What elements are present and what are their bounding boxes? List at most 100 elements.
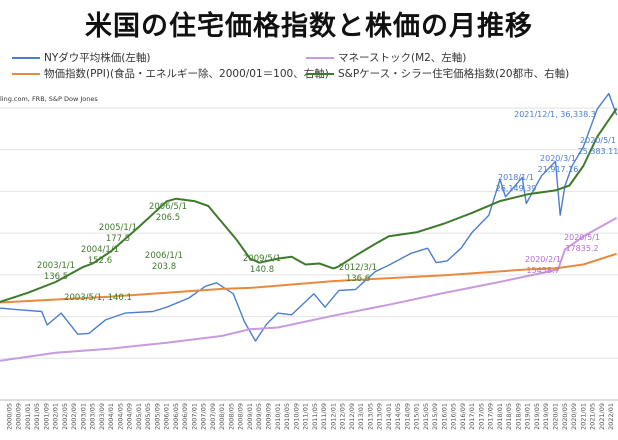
data-label: 2020/2/1 — [525, 255, 561, 264]
x-tick-label: 2001/01 — [24, 403, 32, 430]
legend-item-ppi: 物価指数(PPI)(食品・エネルギー除、2000/01＝100、右軸) — [12, 66, 329, 81]
x-tick-label: 2008/05 — [227, 403, 235, 430]
x-tick-label: 2014/09 — [403, 403, 411, 430]
data-label: 2020/3/1 — [540, 154, 576, 163]
x-tick-label: 2017/01 — [468, 403, 476, 430]
x-tick-label: 2000/05 — [5, 403, 13, 430]
x-tick-label: 2011/05 — [311, 403, 319, 430]
series-line-2 — [0, 252, 617, 304]
x-tick-label: 2008/09 — [237, 403, 245, 430]
x-tick-label: 2020/01 — [552, 403, 560, 430]
data-label-value: 136.6 — [346, 274, 370, 284]
x-tick-label: 2014/01 — [385, 403, 393, 430]
x-tick-label: 2019/01 — [524, 403, 532, 430]
x-tick-label: 2003/09 — [98, 403, 106, 430]
x-tick-label: 2002/01 — [52, 403, 60, 430]
data-label: 2006/5/1 — [149, 202, 187, 212]
x-tick-label: 2005/09 — [153, 403, 161, 430]
data-label-value: 206.5 — [156, 213, 180, 223]
x-tick-label: 2021/05 — [589, 403, 597, 430]
legend-swatch-m2 — [306, 57, 334, 59]
x-tick-label: 2018/01 — [496, 403, 504, 430]
x-tick-label: 2010/05 — [283, 403, 291, 430]
series-line-0 — [0, 92, 618, 342]
data-label: 2009/5/1 — [243, 254, 281, 264]
x-tick-label: 2002/09 — [70, 403, 78, 430]
series-line-1 — [0, 217, 618, 362]
x-tick-label: 2017/05 — [477, 403, 485, 430]
x-tick-label: 2016/09 — [459, 403, 467, 430]
data-label-value: 203.8 — [152, 262, 176, 272]
x-tick-label: 2007/09 — [209, 403, 217, 430]
x-tick-label: 2015/09 — [431, 403, 439, 430]
x-tick-label: 2002/05 — [61, 403, 69, 430]
x-tick-label: 2012/01 — [329, 403, 337, 430]
x-tick-label: 2012/05 — [339, 403, 347, 430]
data-label: 2003/1/1 — [37, 261, 75, 271]
data-label: 2018/1/1 — [498, 173, 534, 182]
x-tick-label: 2008/01 — [218, 403, 226, 430]
x-tick-label: 2009/01 — [246, 403, 254, 430]
legend-swatch-case-shiller — [306, 73, 334, 75]
data-label-value: 26,149.39 — [496, 184, 537, 193]
x-tick-label: 2013/05 — [366, 403, 374, 430]
x-tick-label: 2010/01 — [274, 403, 282, 430]
x-tick-label: 2000/09 — [15, 403, 23, 430]
x-tick-label: 2022/01 — [607, 403, 615, 430]
x-tick-label: 2016/01 — [440, 403, 448, 430]
data-label: 2020/5/1 — [580, 136, 616, 145]
x-tick-label: 2016/05 — [450, 403, 458, 430]
x-tick-label: 2001/09 — [42, 403, 50, 430]
data-label-value: 152.6 — [88, 256, 112, 266]
x-tick-label: 2012/09 — [348, 403, 356, 430]
x-tick-label: 2006/01 — [163, 403, 171, 430]
x-tick-label: 2011/09 — [320, 403, 328, 430]
legend-label-case-shiller: S&Pケース・シラー住宅価格指数(20都市、右軸) — [338, 68, 570, 80]
chart-title: 米国の住宅価格指数と株価の月推移 — [85, 11, 533, 42]
data-label-value: 17835.2 — [565, 244, 598, 253]
x-tick-label: 2011/01 — [302, 403, 310, 430]
x-tick-label: 2009/09 — [264, 403, 272, 430]
legend-label-ppi: 物価指数(PPI)(食品・エネルギー除、2000/01＝100、右軸) — [44, 68, 329, 80]
x-tick-label: 2020/05 — [561, 403, 569, 430]
x-tick-label: 2003/01 — [79, 403, 87, 430]
data-label: 2004/1/1 — [81, 245, 119, 255]
legend-swatch-dow — [12, 57, 40, 59]
x-tick-label: 2007/01 — [190, 403, 198, 430]
x-tick-label: 2006/05 — [172, 403, 180, 430]
data-label: 2006/1/1 — [145, 251, 183, 261]
legend-item-m2: マネーストック(M2、左軸) — [306, 50, 466, 65]
data-label-value: 140.8 — [250, 265, 274, 275]
data-label-value: 21,917.16 — [538, 165, 579, 174]
x-tick-label: 2005/01 — [135, 403, 143, 430]
x-tick-label: 2018/05 — [505, 403, 513, 430]
source-note: ling.com, FRB, S&P Dow Jones — [0, 95, 98, 103]
data-label: 2012/3/1 — [339, 263, 377, 273]
data-label: 2005/1/1 — [99, 223, 137, 233]
x-tick-label: 2019/05 — [533, 403, 541, 430]
data-label-value: 15458.7 — [526, 266, 559, 275]
data-label-value: 136.5 — [44, 272, 68, 282]
x-tick-label: 2006/09 — [181, 403, 189, 430]
legend-item-case-shiller: S&Pケース・シラー住宅価格指数(20都市、右軸) — [306, 66, 569, 81]
legend-label-m2: マネーストック(M2、左軸) — [338, 52, 467, 64]
x-tick-label: 2007/05 — [200, 403, 208, 430]
x-tick-label: 2004/01 — [107, 403, 115, 430]
x-tick-label: 2021/09 — [598, 403, 606, 430]
data-label: 2003/5/1, 140.1 — [64, 293, 132, 303]
x-tick-label: 2009/05 — [255, 403, 263, 430]
x-tick-label: 2004/05 — [116, 403, 124, 430]
x-tick-label: 2015/05 — [422, 403, 430, 430]
x-tick-label: 2020/09 — [570, 403, 578, 430]
x-tick-label: 2021/01 — [579, 403, 587, 430]
x-tick-label: 2004/09 — [126, 403, 134, 430]
data-label: 2020/5/1 — [564, 233, 600, 242]
x-tick-label: 2015/01 — [413, 403, 421, 430]
x-tick-label: 2005/05 — [144, 403, 152, 430]
legend-item-dow: NYダウ平均株価(左軸) — [12, 50, 150, 65]
data-label-value: 25,383.11 — [578, 147, 618, 156]
data-label: 2021/12/1, 36,338.3 — [514, 110, 596, 119]
x-tick-label: 2013/09 — [376, 403, 384, 430]
series-line-3 — [0, 107, 618, 303]
